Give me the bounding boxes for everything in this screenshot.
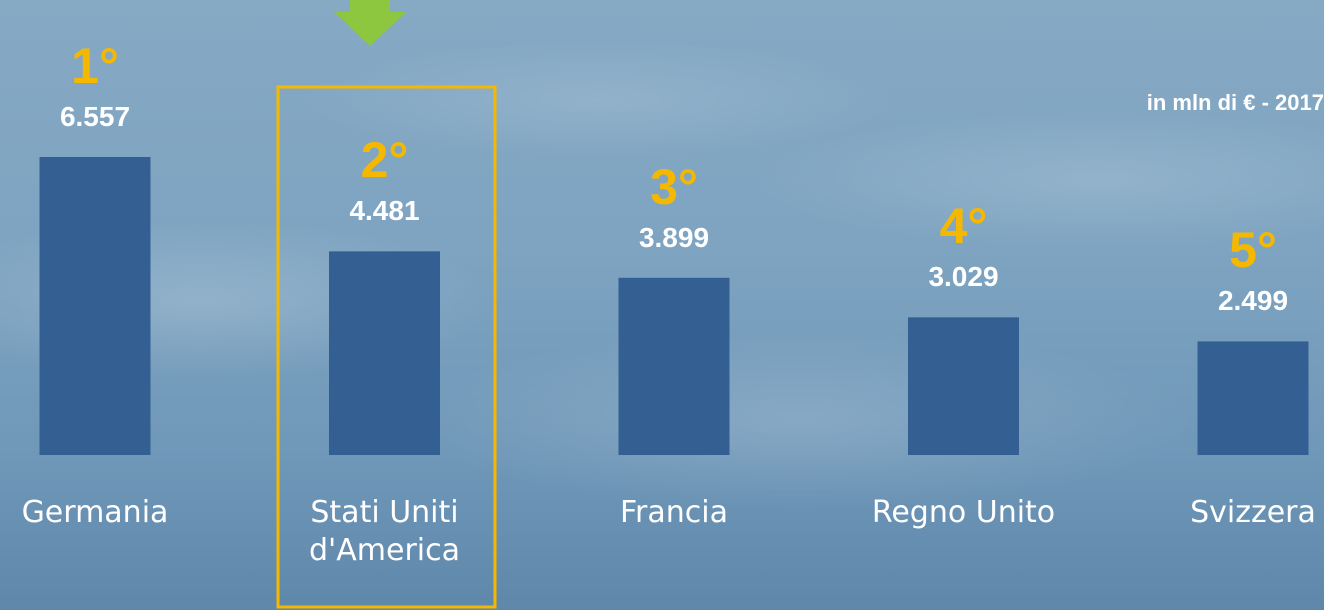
rank-label: 1° <box>71 38 119 94</box>
highlight-box <box>276 85 497 609</box>
bar <box>618 277 730 455</box>
bar <box>39 157 151 455</box>
rank-label: 3° <box>650 158 698 215</box>
rank-label: 2° <box>360 132 409 189</box>
value-label: 4.481 <box>349 195 420 227</box>
value-label: 2.499 <box>1217 285 1289 317</box>
category-label: Francia <box>619 495 729 530</box>
rank-label: 4° <box>939 198 988 255</box>
category-label: Germania <box>21 495 169 530</box>
category-label: Stati Uniti d'America <box>308 495 461 568</box>
category-label: Regno Unito <box>871 495 1056 530</box>
highlight-arrow <box>334 0 406 46</box>
subtitle: in mln di € - 2017 <box>1146 90 1324 115</box>
bar <box>329 251 440 455</box>
category-label: Svizzera <box>1190 495 1316 530</box>
value-label: 6.557 <box>59 101 131 132</box>
rank-label: 5° <box>1229 222 1277 279</box>
value-label: 3.029 <box>928 261 999 293</box>
bar <box>1197 341 1309 455</box>
bar <box>908 317 1019 455</box>
value-label: 3.899 <box>638 221 710 253</box>
